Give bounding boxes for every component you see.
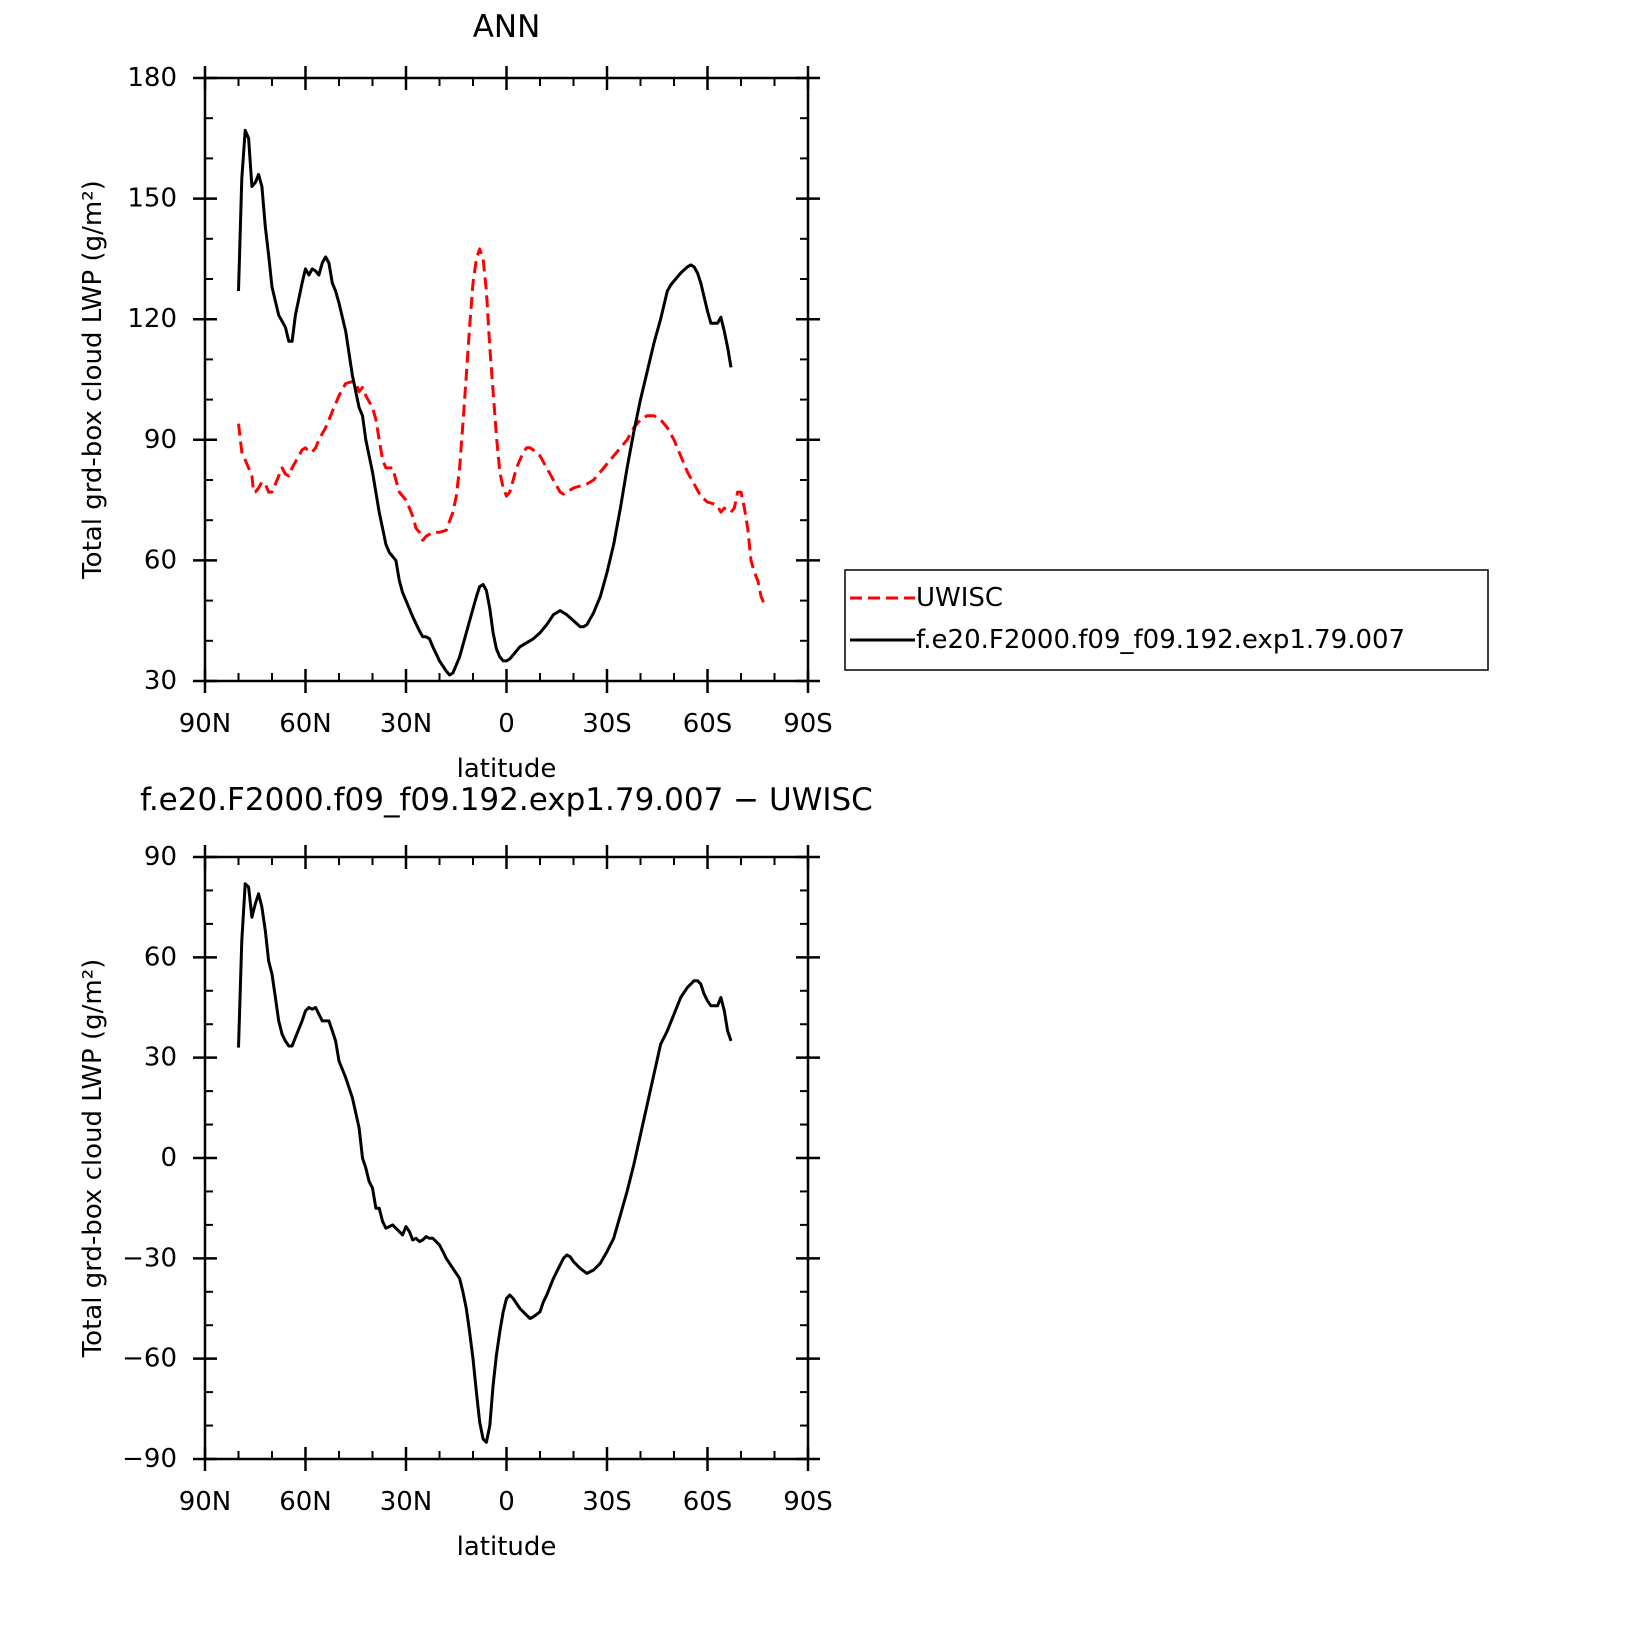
y-tick-label: 90 xyxy=(144,842,177,872)
chart-title: f.e20.F2000.f09_f09.192.exp1.79.007 − UW… xyxy=(140,782,873,818)
x-tick-label: 60N xyxy=(279,1487,332,1517)
data-line xyxy=(237,882,733,1444)
x-tick-label: 0 xyxy=(498,709,515,739)
x-tick-label: 30N xyxy=(380,709,433,739)
x-tick-label: 0 xyxy=(498,1487,515,1517)
x-tick-label: 30S xyxy=(582,709,632,739)
legend-label: UWISC xyxy=(916,583,1003,613)
plot-frame xyxy=(203,855,810,1461)
x-axis-label: latitude xyxy=(457,1532,557,1562)
x-tick-label: 90N xyxy=(179,709,232,739)
x-tick-label: 90S xyxy=(783,1487,833,1517)
x-tick-label: 90N xyxy=(179,1487,232,1517)
y-tick-label: 150 xyxy=(127,184,177,214)
y-tick-label: 30 xyxy=(144,666,177,696)
plot-frame xyxy=(203,76,810,683)
legend-box xyxy=(844,569,1489,671)
x-tick-label: 90S xyxy=(783,709,833,739)
y-tick-label: 30 xyxy=(144,1043,177,1073)
y-tick-label: −60 xyxy=(122,1344,177,1374)
x-tick-label: 30S xyxy=(582,1487,632,1517)
chart-title: ANN xyxy=(473,9,541,45)
legend-label: f.e20.F2000.f09_f09.192.exp1.79.007 xyxy=(916,625,1405,655)
data-line xyxy=(237,128,733,677)
y-tick-label: 0 xyxy=(160,1143,177,1173)
x-tick-label: 60N xyxy=(279,709,332,739)
y-axis-label: Total grd-box cloud LWP (g/m²) xyxy=(78,959,108,1359)
y-tick-label: −30 xyxy=(122,1243,177,1273)
y-tick-label: −90 xyxy=(122,1444,177,1474)
y-axis-label: Total grd-box cloud LWP (g/m²) xyxy=(78,180,108,580)
x-axis-label: latitude xyxy=(457,754,557,784)
data-line xyxy=(237,247,766,606)
x-tick-label: 30N xyxy=(380,1487,433,1517)
y-tick-label: 60 xyxy=(144,942,177,972)
y-tick-label: 120 xyxy=(127,304,177,334)
y-tick-label: 60 xyxy=(144,545,177,575)
x-tick-label: 60S xyxy=(683,709,733,739)
y-tick-label: 90 xyxy=(144,425,177,455)
y-tick-label: 180 xyxy=(127,63,177,93)
x-tick-label: 60S xyxy=(683,1487,733,1517)
